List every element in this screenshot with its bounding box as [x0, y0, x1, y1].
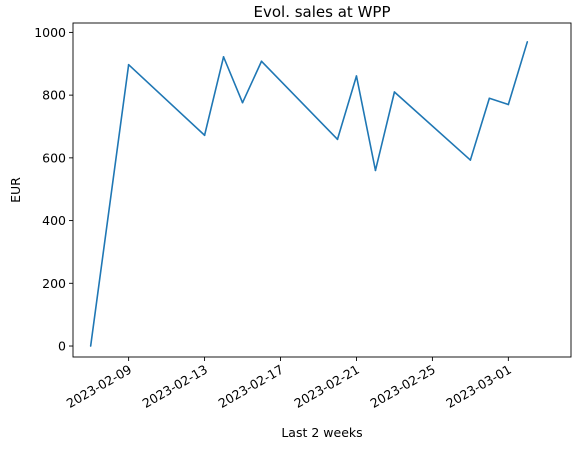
data-point-2023-02-09 — [127, 63, 130, 66]
data-points — [89, 41, 529, 347]
data-point-2023-02-22 — [374, 169, 377, 172]
y-tick-label-1000: 1000 — [34, 25, 66, 40]
y-tick-label-200: 200 — [42, 276, 66, 291]
y-axis: 0 200 400 600 800 1000 — [34, 25, 73, 354]
plot-background — [73, 23, 571, 357]
x-axis-title: Last 2 weeks — [281, 425, 362, 440]
data-point-2023-02-14 — [222, 56, 225, 58]
data-point-2023-02-23 — [393, 91, 396, 93]
data-point-2023-02-27 — [469, 159, 472, 161]
data-point-2023-02-28 — [488, 97, 491, 100]
data-point-2023-02-07 — [89, 345, 92, 347]
plot-area — [73, 23, 571, 357]
y-tick-label-600: 600 — [42, 150, 66, 165]
data-point-2023-03-02 — [526, 41, 529, 43]
data-point-2023-02-16 — [260, 60, 263, 63]
data-point-2023-02-15 — [241, 101, 244, 104]
series-line — [89, 41, 529, 347]
data-point-2023-03-01 — [507, 103, 510, 106]
data-point-2023-02-13 — [203, 134, 206, 137]
y-axis-title: EUR — [8, 177, 23, 203]
y-tick-label-400: 400 — [42, 213, 66, 228]
y-tick-label-0: 0 — [58, 339, 66, 354]
axes-frame — [72, 22, 572, 358]
data-point-2023-02-21 — [355, 75, 358, 77]
data-point-2023-02-20 — [336, 138, 339, 141]
y-tick-label-800: 800 — [42, 88, 66, 103]
chart-title: Evol. sales at WPP — [254, 3, 391, 21]
